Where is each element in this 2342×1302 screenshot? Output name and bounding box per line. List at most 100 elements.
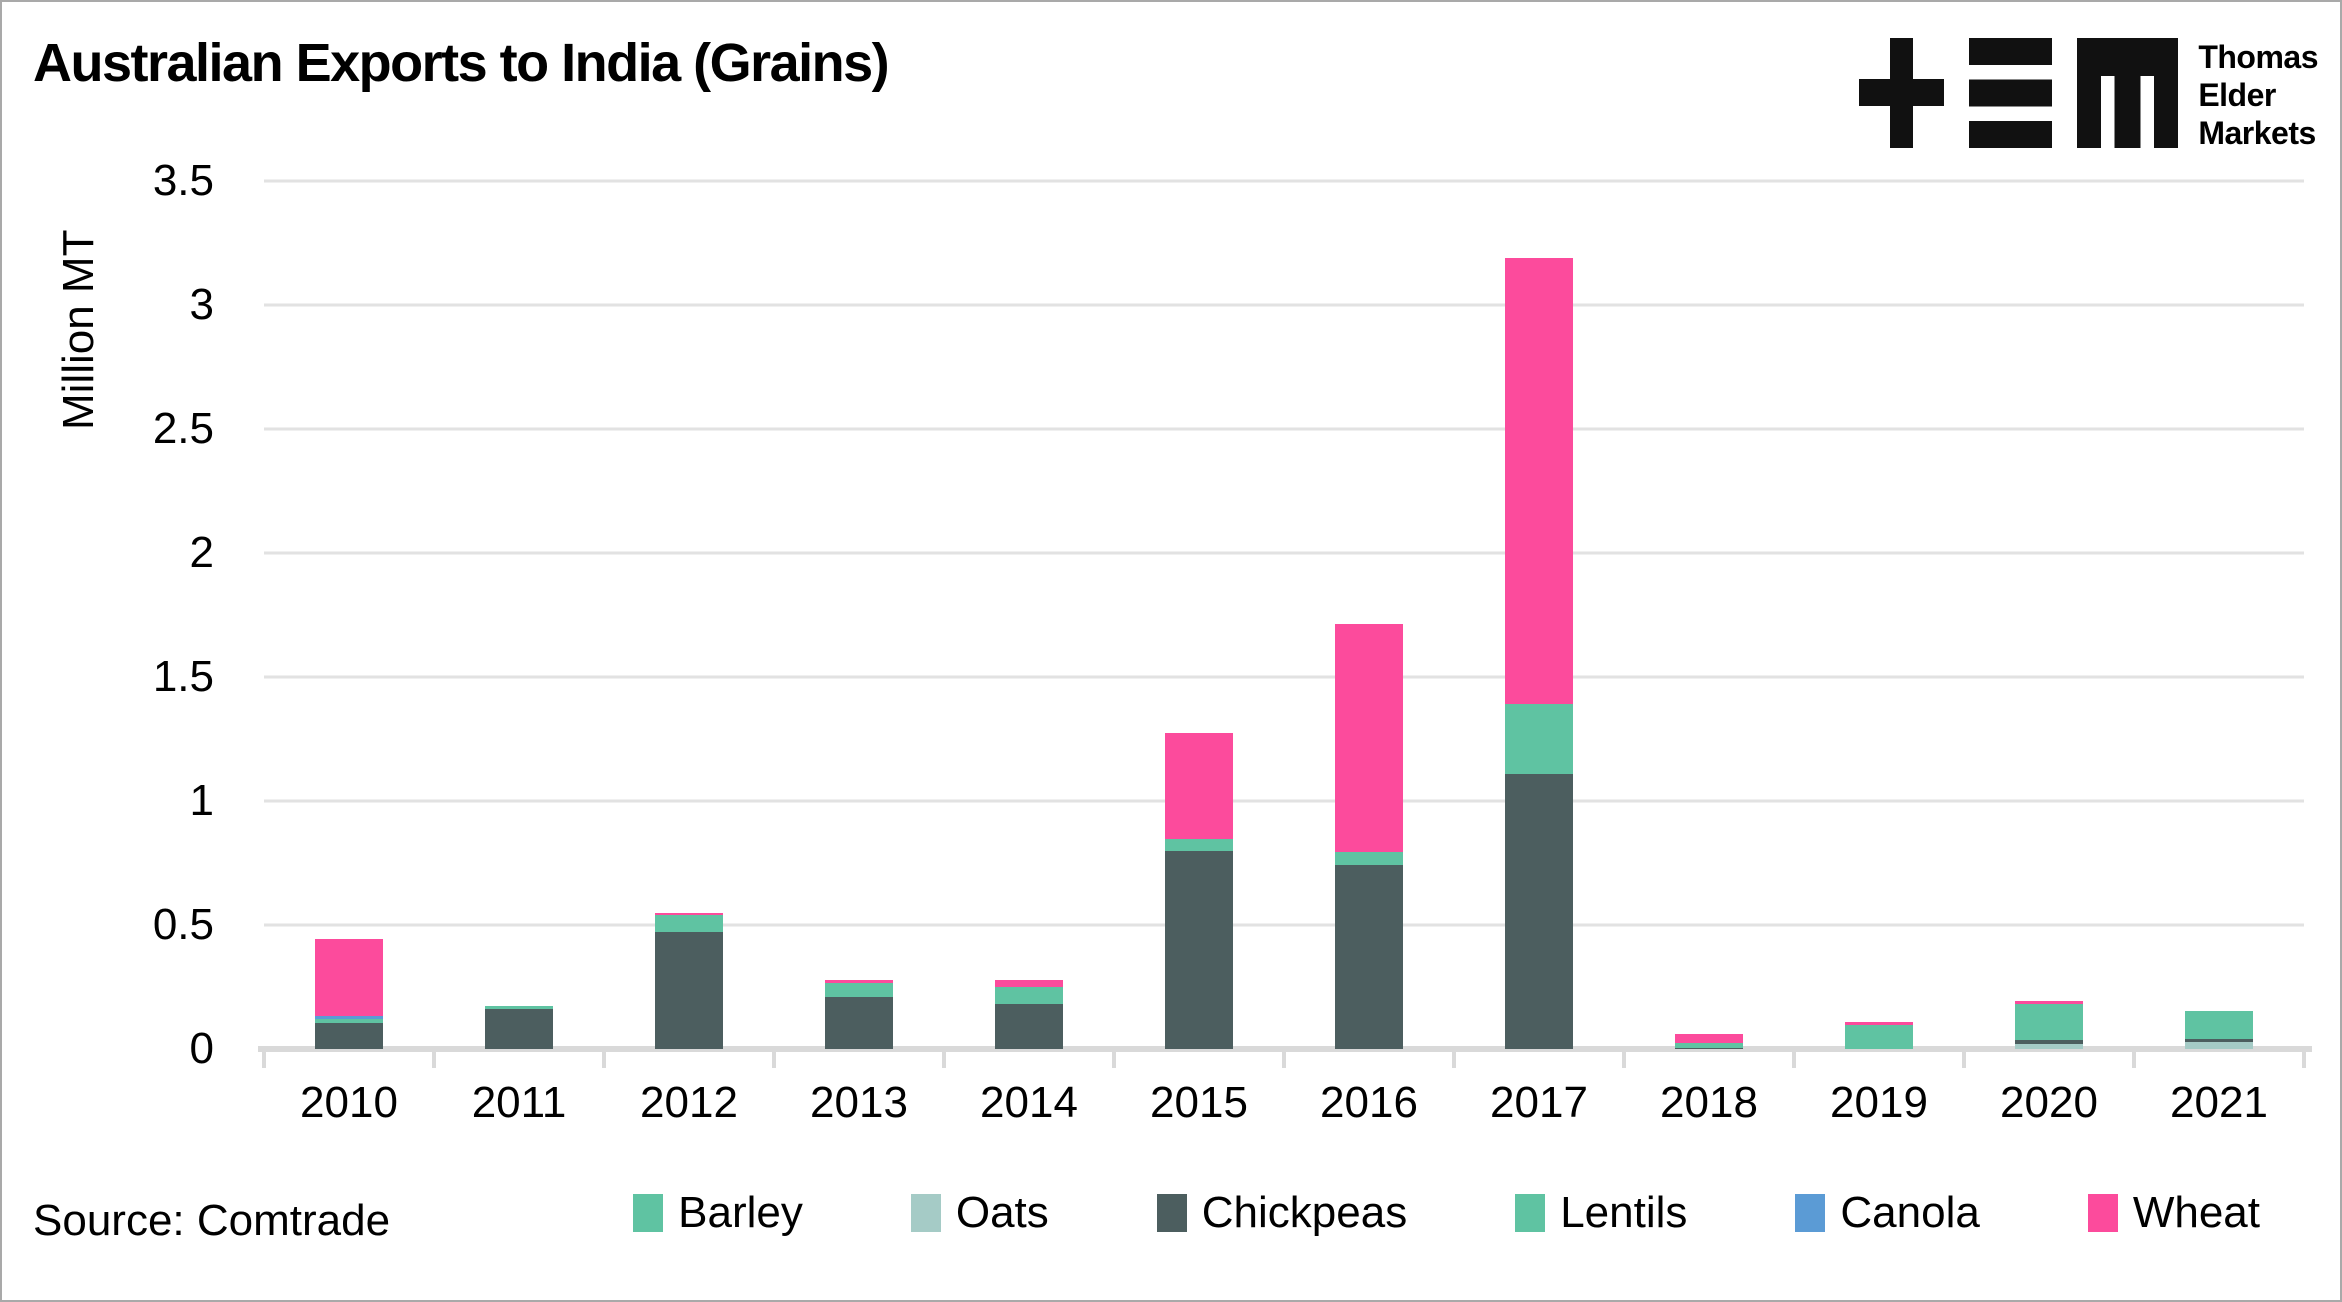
x-tick-2014: 2014: [980, 1078, 1078, 1127]
gridline-3.5: [264, 179, 2304, 183]
x-axis-tick: [1792, 1052, 1796, 1068]
bar-2017-wheat-segment: [1505, 257, 1573, 705]
x-axis-tick: [1282, 1052, 1286, 1068]
x-axis-tick: [262, 1052, 266, 1068]
logo-line-elder: Elder: [2198, 77, 2276, 113]
legend-label-wheat: Wheat: [2132, 1188, 2260, 1237]
x-tick-2018: 2018: [1660, 1078, 1758, 1127]
legend-swatch-wheat: [2087, 1194, 2118, 1232]
x-axis-tick: [432, 1052, 436, 1068]
bar-2010-lentils-segment: [314, 1019, 383, 1023]
x-tick-2021: 2021: [2170, 1078, 2268, 1127]
x-axis-tick: [602, 1052, 606, 1068]
bar-2011: [485, 181, 553, 1049]
bar-2020: [2015, 181, 2083, 1049]
bar-2020-oats-segment: [2015, 1044, 2083, 1049]
bar-2015: [1164, 181, 1233, 1049]
x-axis-tick: [1622, 1052, 1626, 1068]
x-axis-line: [258, 1046, 2312, 1052]
bar-2010-chickpeas-segment: [314, 1022, 383, 1049]
bar-2020-wheat-segment: [2015, 1001, 2083, 1005]
chart-title: Australian Exports to India (Grains): [33, 33, 890, 93]
bar-2017: [1505, 181, 1573, 1049]
y-tick-3.5: 3.5: [152, 156, 214, 205]
bar-2014-lentils-segment: [995, 987, 1063, 1005]
legend-item-barley: Barley: [633, 1188, 803, 1238]
x-tick-2010: 2010: [300, 1078, 398, 1127]
bar-2016-chickpeas-segment: [1335, 865, 1403, 1049]
x-axis-tick: [942, 1052, 946, 1068]
y-axis-tick-labels: 3.5 3 2.5 2 1.5 1 0.5 0: [2, 159, 214, 1071]
source-note: Source: Comtrade: [33, 1196, 391, 1245]
legend-item-wheat: Wheat: [2087, 1188, 2260, 1238]
y-tick-1: 1: [189, 776, 214, 825]
legend-label-oats: Oats: [955, 1188, 1049, 1237]
bar-2013-lentils-segment: [825, 983, 893, 997]
bar-2018-chickpeas-segment: [1675, 1047, 1743, 1049]
bar-2010-wheat-segment: [314, 939, 383, 1017]
bar-2011-chickpeas-segment: [485, 1009, 553, 1049]
gridline-1.5: [264, 675, 2304, 679]
logo-line-markets: Markets: [2198, 115, 2316, 151]
x-axis-tick: [2132, 1052, 2136, 1068]
bar-2014: [995, 181, 1063, 1049]
bar-2015-chickpeas-segment: [1164, 850, 1233, 1049]
bar-2013-wheat-segment: [825, 979, 893, 984]
gridline-3: [264, 303, 2304, 307]
bar-2012: [655, 181, 723, 1049]
gridline-2: [264, 551, 2304, 555]
legend-label-barley: Barley: [678, 1188, 803, 1237]
legend-swatch-oats: [910, 1194, 941, 1232]
legend-label-lentils: Lentils: [1560, 1188, 1688, 1237]
gridline-2.5: [264, 427, 2304, 431]
x-axis-tick: [772, 1052, 776, 1068]
bar-2012-wheat-segment: [655, 912, 723, 915]
bar-2019-wheat-segment: [1844, 1022, 1913, 1026]
bar-2013-chickpeas-segment: [825, 996, 893, 1049]
x-tick-2015: 2015: [1150, 1078, 1248, 1127]
gridline-1: [264, 799, 2304, 803]
bar-2016-wheat-segment: [1335, 623, 1403, 852]
bar-2014-chickpeas-segment: [995, 1004, 1063, 1049]
bar-2021-chickpeas-segment: [2185, 1038, 2253, 1042]
x-axis-tick: [1452, 1052, 1456, 1068]
legend-swatch-lentils: [1515, 1194, 1546, 1232]
y-tick-1.5: 1.5: [152, 652, 214, 701]
y-tick-2.5: 2.5: [152, 404, 214, 453]
gridline-0.5: [264, 923, 2304, 927]
x-tick-2011: 2011: [471, 1078, 567, 1127]
bar-2015-wheat-segment: [1164, 732, 1233, 840]
logo-wordmark: Thomas Elder Markets: [2198, 38, 2318, 152]
legend-label-canola: Canola: [1840, 1188, 1980, 1237]
x-tick-2019: 2019: [1830, 1078, 1928, 1127]
x-tick-2013: 2013: [810, 1078, 908, 1127]
legend-item-chickpeas: Chickpeas: [1156, 1188, 1408, 1238]
bar-2013: [825, 181, 893, 1049]
bar-2019: [1844, 181, 1913, 1049]
x-tick-2017: 2017: [1490, 1078, 1588, 1127]
x-axis-tick: [2302, 1052, 2306, 1068]
bar-2012-lentils-segment: [655, 914, 723, 933]
y-tick-3: 3: [189, 280, 214, 329]
bar-2021-oats-segment: [2185, 1041, 2253, 1049]
legend: Barley Oats Chickpeas Lentils Canola Wheat: [633, 1188, 2260, 1238]
x-tick-2012: 2012: [640, 1078, 738, 1127]
legend-label-chickpeas: Chickpeas: [1201, 1188, 1408, 1237]
bar-2019-lentils-segment: [1844, 1025, 1913, 1049]
legend-swatch-barley: [633, 1194, 664, 1232]
plot-area: [258, 179, 2312, 1068]
bar-2010: [314, 181, 383, 1049]
bar-2012-chickpeas-segment: [655, 932, 723, 1049]
bar-2014-wheat-segment: [995, 979, 1063, 988]
bar-2020-chickpeas-segment: [2015, 1040, 2083, 1045]
logo-m-icon: [2077, 38, 2179, 148]
x-axis-tick: [1112, 1052, 1116, 1068]
bar-2010-canola-segment: [314, 1016, 383, 1020]
bar-2017-lentils-segment: [1505, 704, 1573, 774]
legend-swatch-chickpeas: [1156, 1194, 1187, 1232]
legend-item-oats: Oats: [910, 1188, 1049, 1238]
bar-2021-lentils-segment: [2185, 1011, 2253, 1039]
legend-item-canola: Canola: [1795, 1188, 1980, 1238]
bar-2018: [1675, 181, 1743, 1049]
